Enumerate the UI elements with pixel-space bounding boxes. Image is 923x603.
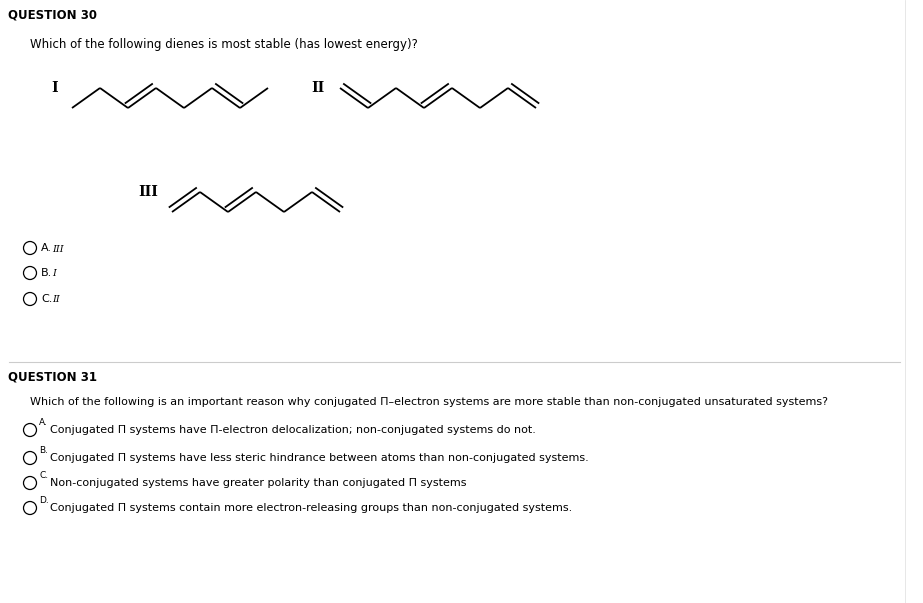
Text: Which of the following is an important reason why conjugated Π–electron systems : Which of the following is an important r… xyxy=(30,397,828,407)
Text: Conjugated Π systems have less steric hindrance between atoms than non-conjugate: Conjugated Π systems have less steric hi… xyxy=(50,453,589,463)
Text: C.: C. xyxy=(39,471,48,480)
Text: B.: B. xyxy=(39,446,48,455)
Text: QUESTION 30: QUESTION 30 xyxy=(8,8,97,21)
Text: Conjugated Π systems contain more electron-releasing groups than non-conjugated : Conjugated Π systems contain more electr… xyxy=(50,503,572,513)
Text: A.: A. xyxy=(41,243,52,253)
Text: I: I xyxy=(52,270,56,279)
Text: Which of the following dienes is most stable (has lowest energy)?: Which of the following dienes is most st… xyxy=(30,38,418,51)
Text: B.: B. xyxy=(41,268,53,278)
Text: Conjugated Π systems have Π-electron delocalization; non-conjugated systems do n: Conjugated Π systems have Π-electron del… xyxy=(50,425,536,435)
Text: Non-conjugated systems have greater polarity than conjugated Π systems: Non-conjugated systems have greater pola… xyxy=(50,478,466,488)
Text: III: III xyxy=(52,244,64,253)
Text: II: II xyxy=(311,81,325,95)
Text: QUESTION 31: QUESTION 31 xyxy=(8,370,97,383)
Text: III: III xyxy=(138,185,158,199)
Text: I: I xyxy=(52,81,58,95)
Text: A.: A. xyxy=(39,418,48,427)
Text: D.: D. xyxy=(39,496,49,505)
Text: C.: C. xyxy=(41,294,53,304)
Text: II: II xyxy=(52,295,60,305)
